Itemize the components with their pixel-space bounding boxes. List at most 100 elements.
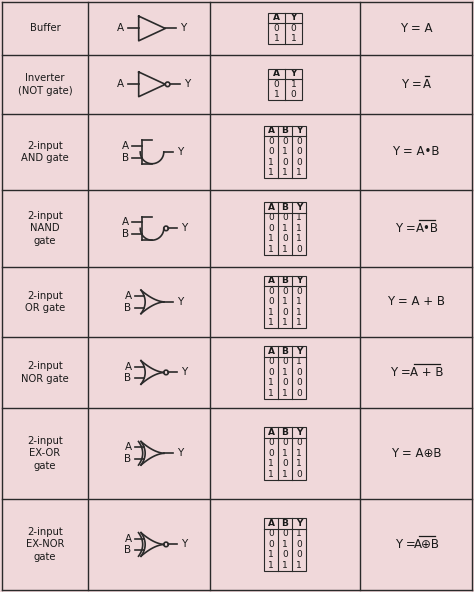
Text: 0: 0 (296, 438, 302, 448)
Text: 0: 0 (282, 308, 288, 317)
Text: Y: Y (296, 519, 302, 528)
Text: 1: 1 (268, 459, 274, 468)
Text: 0: 0 (282, 551, 288, 559)
Text: 1: 1 (296, 297, 302, 307)
Text: Y: Y (181, 539, 187, 549)
Text: 1: 1 (291, 80, 296, 89)
Text: Y: Y (177, 448, 183, 458)
Bar (268, 69, 302, 100)
Text: 1: 1 (291, 34, 296, 43)
Text: 1: 1 (268, 234, 274, 243)
Text: Y =: Y = (401, 78, 426, 91)
Text: 0: 0 (282, 529, 288, 539)
Text: 0: 0 (268, 297, 274, 307)
Text: 1: 1 (296, 529, 302, 539)
Text: A: A (125, 533, 132, 543)
Text: 2-input
NOR gate: 2-input NOR gate (21, 361, 69, 384)
Text: 0: 0 (268, 287, 274, 296)
Text: 1: 1 (282, 169, 288, 178)
Text: 1: 1 (273, 34, 279, 43)
Text: Y: Y (290, 69, 297, 78)
Bar (264, 518, 306, 571)
Text: 2-input
AND gate: 2-input AND gate (21, 141, 69, 163)
Text: Y: Y (296, 428, 302, 437)
Text: 0: 0 (282, 358, 288, 366)
Text: Y = A•B: Y = A•B (392, 146, 440, 159)
Text: Y: Y (184, 79, 191, 89)
Text: 0: 0 (296, 368, 302, 377)
Text: 0: 0 (296, 287, 302, 296)
Text: 0: 0 (282, 287, 288, 296)
Text: B: B (125, 303, 132, 313)
Text: 0: 0 (268, 358, 274, 366)
Text: 0: 0 (282, 137, 288, 146)
Text: A: A (125, 291, 132, 301)
Text: 0: 0 (282, 438, 288, 448)
Text: A: A (125, 442, 132, 452)
Text: A: A (273, 14, 280, 22)
Text: 1: 1 (282, 470, 288, 479)
Text: 1: 1 (268, 378, 274, 387)
Text: 0: 0 (296, 378, 302, 387)
Text: 1: 1 (282, 297, 288, 307)
Text: Y: Y (296, 347, 302, 356)
Text: 0: 0 (268, 147, 274, 156)
Text: 1: 1 (282, 561, 288, 570)
Text: Y: Y (296, 127, 302, 136)
Text: 1: 1 (296, 308, 302, 317)
Bar (264, 346, 306, 398)
Text: 1: 1 (282, 540, 288, 549)
Text: 0: 0 (291, 91, 296, 99)
Text: 1: 1 (296, 459, 302, 468)
Text: A + B: A + B (410, 366, 444, 379)
Bar (264, 202, 306, 255)
Bar (264, 276, 306, 328)
Text: 0: 0 (296, 389, 302, 398)
Text: 0: 0 (268, 368, 274, 377)
Text: 2-input
EX-OR
gate: 2-input EX-OR gate (27, 436, 63, 471)
Text: A: A (267, 203, 274, 212)
Text: A: A (267, 127, 274, 136)
Text: Y: Y (290, 14, 297, 22)
Text: 0: 0 (282, 459, 288, 468)
Text: 0: 0 (296, 470, 302, 479)
Text: 1: 1 (268, 561, 274, 570)
Text: 2-input
EX-NOR
gate: 2-input EX-NOR gate (26, 527, 64, 562)
Text: 1: 1 (268, 308, 274, 317)
Text: B: B (282, 203, 289, 212)
Text: B: B (125, 454, 132, 464)
Text: Y: Y (296, 203, 302, 212)
Text: A: A (122, 141, 129, 151)
Text: B: B (122, 229, 129, 239)
Text: 0: 0 (273, 24, 279, 33)
Text: 0: 0 (296, 137, 302, 146)
Text: 0: 0 (268, 449, 274, 458)
Text: 1: 1 (268, 245, 274, 254)
Text: 1: 1 (296, 213, 302, 223)
Text: 1: 1 (296, 561, 302, 570)
Text: B: B (282, 276, 289, 285)
Text: 0: 0 (296, 147, 302, 156)
Text: 0: 0 (296, 158, 302, 167)
Text: Inverter
(NOT gate): Inverter (NOT gate) (18, 73, 73, 95)
Bar (264, 427, 306, 480)
Text: B: B (282, 519, 289, 528)
Text: 1: 1 (282, 368, 288, 377)
Text: A: A (267, 276, 274, 285)
Text: Y = A: Y = A (400, 22, 432, 35)
Text: 1: 1 (296, 318, 302, 327)
Text: 1: 1 (268, 318, 274, 327)
Text: 1: 1 (282, 449, 288, 458)
Text: Y: Y (180, 24, 186, 34)
Text: A: A (117, 24, 124, 34)
Text: 1: 1 (268, 389, 274, 398)
Text: 1: 1 (268, 169, 274, 178)
Text: 1: 1 (282, 389, 288, 398)
Text: Y =: Y = (395, 222, 420, 235)
Text: 1: 1 (282, 224, 288, 233)
Text: 0: 0 (273, 80, 279, 89)
Text: 1: 1 (268, 470, 274, 479)
Text: 1: 1 (296, 234, 302, 243)
Text: 0: 0 (282, 158, 288, 167)
Text: Y: Y (181, 368, 187, 378)
